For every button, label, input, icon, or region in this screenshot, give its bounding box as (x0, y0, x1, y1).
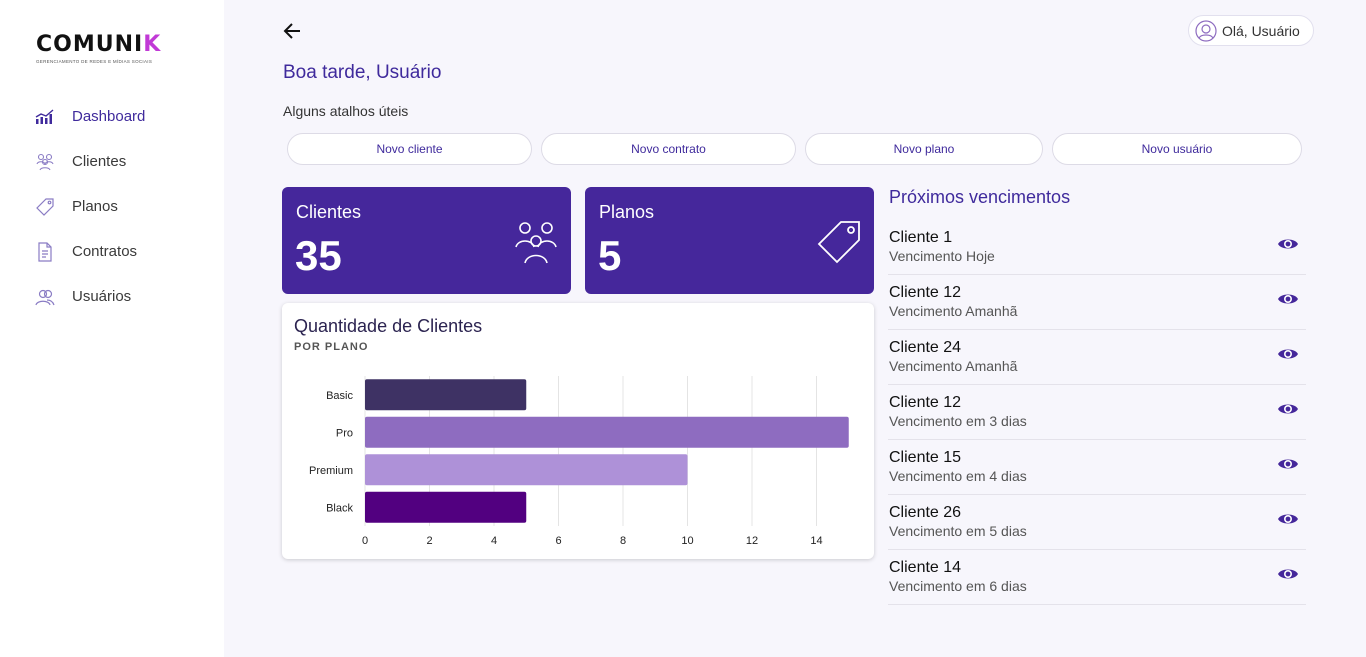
sidebar-item-contratos[interactable]: Contratos (0, 229, 224, 274)
x-tick-label: 4 (491, 535, 497, 547)
eye-icon[interactable] (1277, 566, 1299, 582)
new-user-button[interactable]: Novo usuário (1052, 133, 1302, 165)
y-category-label: Basic (326, 390, 353, 402)
list-item: Cliente 1 Vencimento Hoje (888, 220, 1306, 275)
tag-icon (35, 197, 55, 217)
clients-by-plan-chart: Quantidade de Clientes POR PLANO 0 2 4 6 8 10… (282, 303, 874, 559)
x-tick-label: 12 (746, 535, 758, 547)
sidebar-nav: Dashboard Clientes Planos Contratos Usuá… (0, 94, 224, 319)
eye-icon[interactable] (1277, 346, 1299, 362)
plans-stat-card[interactable]: Planos 5 (585, 187, 874, 294)
chart-title: Quantidade de Clientes (294, 316, 483, 336)
due-date: Vencimento em 6 dias (889, 578, 1027, 594)
bar-chart: 0 2 4 6 8 10 12 14 Basic Pro Premium Black (309, 376, 849, 547)
tag-icon (817, 221, 860, 264)
bar-pro[interactable] (365, 416, 849, 448)
x-tick-label: 10 (681, 535, 693, 547)
upcoming-list: Cliente 1 Vencimento Hoje Cliente 12 Vencim… (888, 220, 1306, 605)
client-name: Cliente 15 (889, 449, 962, 466)
eye-icon[interactable] (1277, 511, 1299, 527)
client-name: Cliente 1 (889, 229, 953, 246)
due-date: Vencimento Amanhã (889, 358, 1018, 374)
client-name: Cliente 12 (889, 284, 962, 301)
stat-title: Planos (599, 202, 655, 222)
due-date: Vencimento Hoje (889, 248, 995, 264)
arrow-left-icon (283, 23, 300, 39)
clients-stat-card[interactable]: Clientes 35 (282, 187, 571, 294)
eye-icon[interactable] (1277, 291, 1299, 307)
logo-wordmark: COMUNIK (36, 32, 162, 57)
due-date: Vencimento em 4 dias (889, 468, 1027, 484)
due-date: Vencimento Amanhã (889, 303, 1018, 319)
eye-icon[interactable] (1277, 456, 1299, 472)
list-item: Cliente 24 Vencimento Amanhã (888, 330, 1306, 385)
sidebar-item-dashboard[interactable]: Dashboard (0, 94, 224, 139)
stat-value: 35 (295, 232, 342, 279)
stat-title: Clientes (296, 202, 362, 222)
user-greeting: Olá, Usuário (1222, 22, 1300, 39)
new-contract-button[interactable]: Novo contrato (541, 133, 796, 165)
client-name: Cliente 12 (889, 394, 962, 411)
upcoming-title: Próximos vencimentos (889, 187, 1071, 207)
new-plan-button[interactable]: Novo plano (805, 133, 1043, 165)
shortcuts-title: Alguns atalhos úteis (283, 103, 409, 119)
sidebar-item-clientes[interactable]: Clientes (0, 139, 224, 184)
user-menu-button[interactable]: Olá, Usuário (1188, 15, 1314, 46)
x-tick-label: 8 (620, 535, 626, 547)
bar-basic[interactable] (365, 379, 527, 411)
list-item: Cliente 12 Vencimento Amanhã (888, 275, 1306, 330)
sidebar-item-usuarios[interactable]: Usuários (0, 274, 224, 319)
sidebar-item-planos[interactable]: Planos (0, 184, 224, 229)
logo-tagline: GERENCIAMENTO DE REDES E MÍDIAS SOCIAIS (36, 59, 153, 64)
sidebar-item-label: Clientes (72, 153, 127, 170)
x-tick-label: 14 (810, 535, 822, 547)
y-category-label: Black (326, 502, 353, 514)
sidebar-item-label: Planos (72, 198, 118, 215)
user-avatar-icon (1195, 19, 1217, 42)
page-title: Boa tarde, Usuário (283, 62, 442, 83)
eye-icon[interactable] (1277, 236, 1299, 252)
due-date: Vencimento em 3 dias (889, 413, 1027, 429)
due-date: Vencimento em 5 dias (889, 523, 1027, 539)
x-tick-label: 2 (426, 535, 432, 547)
document-icon (35, 241, 55, 262)
chart-icon (35, 107, 55, 127)
people-icon (35, 152, 55, 172)
y-category-label: Pro (336, 427, 353, 439)
client-name: Cliente 14 (889, 559, 962, 576)
back-button[interactable] (282, 20, 304, 42)
client-name: Cliente 26 (889, 504, 962, 521)
people-icon (515, 222, 557, 264)
client-name: Cliente 24 (889, 339, 962, 356)
sidebar-item-label: Usuários (72, 288, 132, 305)
sidebar: COMUNIK GERENCIAMENTO DE REDES E MÍDIAS … (0, 0, 224, 657)
bar-premium[interactable] (365, 454, 688, 486)
x-tick-label: 0 (362, 535, 368, 547)
brand-logo[interactable]: COMUNIK GERENCIAMENTO DE REDES E MÍDIAS … (36, 34, 172, 68)
chart-subtitle: POR PLANO (294, 341, 369, 353)
sidebar-item-label: Dashboard (72, 108, 146, 125)
stat-value: 5 (598, 232, 622, 279)
eye-icon[interactable] (1277, 401, 1299, 417)
new-client-button[interactable]: Novo cliente (287, 133, 532, 165)
list-item: Cliente 14 Vencimento em 6 dias (888, 550, 1306, 605)
bar-black[interactable] (365, 491, 527, 523)
list-item: Cliente 15 Vencimento em 4 dias (888, 440, 1306, 495)
sidebar-item-label: Contratos (72, 243, 138, 260)
x-tick-label: 6 (555, 535, 561, 547)
list-item: Cliente 12 Vencimento em 3 dias (888, 385, 1306, 440)
list-item: Cliente 26 Vencimento em 5 dias (888, 495, 1306, 550)
y-category-label: Premium (309, 465, 353, 477)
users-icon (35, 287, 55, 307)
